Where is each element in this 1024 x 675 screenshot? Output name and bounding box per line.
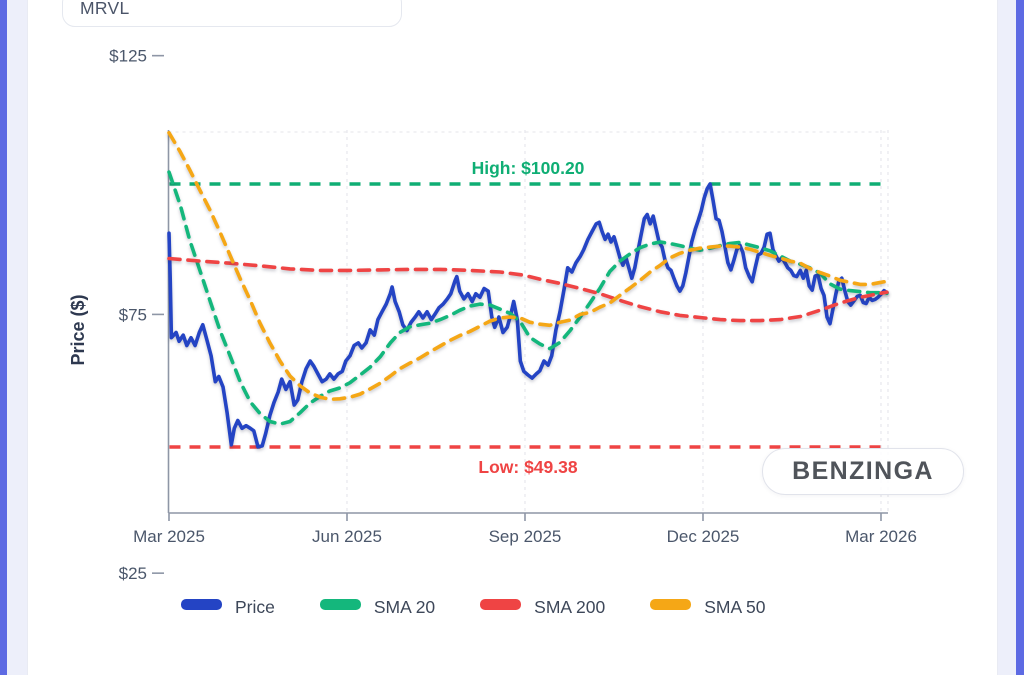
y-tick-label: $125 xyxy=(109,47,147,66)
series-sma-50 xyxy=(167,131,889,402)
legend-item-sma-50: SMA 50 xyxy=(650,597,766,618)
legend-swatch-icon xyxy=(480,599,522,610)
legend-label: Price xyxy=(235,597,275,617)
y-tick-label: $25 xyxy=(119,564,147,583)
benzinga-watermark: BENZINGA xyxy=(762,448,964,495)
legend-swatch-icon xyxy=(319,599,361,610)
series-sma-20 xyxy=(167,170,889,426)
left-accent-bar xyxy=(0,0,7,675)
chart-legend: Price SMA 20 SMA 200 SMA 50 xyxy=(181,597,766,618)
chart-card xyxy=(27,0,998,675)
legend-item-sma-20: SMA 20 xyxy=(319,597,436,618)
x-tick-label: Mar 2026 xyxy=(845,527,917,546)
benzinga-logo-text: BENZINGA xyxy=(792,457,934,485)
y-axis-title: Price ($) xyxy=(68,294,88,365)
series-sma-200 xyxy=(167,256,889,323)
y-tick-label: $75 xyxy=(119,305,147,324)
low-label: Low: $49.38 xyxy=(478,457,577,477)
legend-label: SMA 200 xyxy=(534,597,606,617)
x-tick-label: Dec 2025 xyxy=(667,527,740,546)
ticker-select[interactable]: MRVL xyxy=(62,0,402,27)
high-label: High: $100.20 xyxy=(472,158,585,178)
legend-swatch-icon xyxy=(650,599,692,610)
x-tick-label: Sep 2025 xyxy=(489,527,562,546)
legend-swatch-icon xyxy=(181,599,222,610)
x-tick-label: Jun 2025 xyxy=(312,527,382,546)
legend-label: SMA 20 xyxy=(373,597,436,617)
legend-item-price: Price xyxy=(181,597,275,618)
legend-label: SMA 50 xyxy=(704,597,766,617)
series-price xyxy=(167,182,889,449)
ticker-value: MRVL xyxy=(80,0,130,18)
x-tick-label: Mar 2025 xyxy=(133,527,205,546)
legend-item-sma-200: SMA 200 xyxy=(480,597,605,618)
right-accent-bar xyxy=(1016,0,1024,675)
